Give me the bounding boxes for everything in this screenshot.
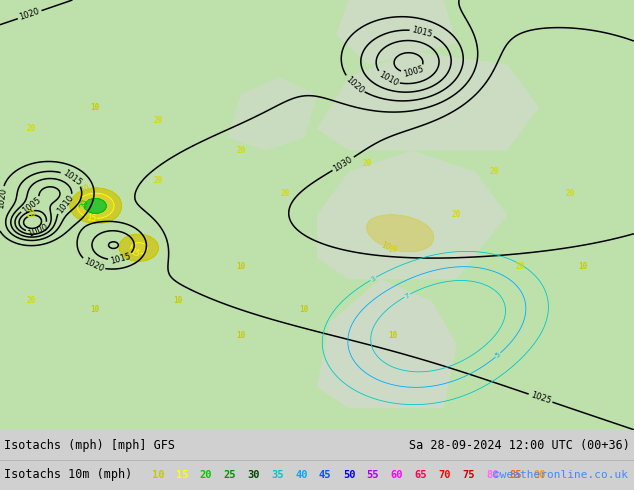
Text: 20: 20 — [200, 470, 212, 480]
Text: 10: 10 — [236, 331, 245, 340]
Text: 50: 50 — [343, 470, 355, 480]
Text: 60: 60 — [391, 470, 403, 480]
Text: 5: 5 — [495, 351, 501, 359]
Text: 1030: 1030 — [332, 154, 354, 173]
Text: Isotachs (mph) [mph] GFS: Isotachs (mph) [mph] GFS — [4, 440, 175, 452]
Text: 1010: 1010 — [377, 70, 399, 88]
Text: Isotachs 10m (mph): Isotachs 10m (mph) — [4, 468, 133, 482]
Text: 45: 45 — [319, 470, 332, 480]
Text: 65: 65 — [415, 470, 427, 480]
Text: 10: 10 — [91, 305, 100, 314]
Polygon shape — [228, 77, 317, 150]
Polygon shape — [336, 0, 456, 65]
Text: 1015: 1015 — [61, 168, 83, 187]
Text: 1015: 1015 — [411, 25, 433, 39]
Text: 10: 10 — [236, 262, 245, 271]
Text: 10: 10 — [91, 103, 100, 112]
Text: 75: 75 — [462, 470, 475, 480]
Text: 20: 20 — [389, 245, 398, 254]
Polygon shape — [317, 150, 507, 279]
Polygon shape — [317, 279, 456, 408]
Text: 30: 30 — [247, 470, 260, 480]
Text: 1020: 1020 — [82, 257, 105, 274]
Text: 20: 20 — [566, 189, 575, 198]
Text: ©weatheronline.co.uk: ©weatheronline.co.uk — [493, 470, 628, 480]
Text: 20: 20 — [154, 176, 163, 185]
Text: 1010: 1010 — [56, 194, 75, 216]
Text: 20: 20 — [79, 198, 91, 210]
Text: 1005: 1005 — [402, 65, 425, 79]
Text: 55: 55 — [366, 470, 379, 480]
Text: 10: 10 — [152, 470, 164, 480]
Text: 80: 80 — [486, 470, 498, 480]
Text: 20: 20 — [281, 189, 290, 198]
Polygon shape — [317, 51, 539, 150]
Text: Sa 28-09-2024 12:00 UTC (00+36): Sa 28-09-2024 12:00 UTC (00+36) — [409, 440, 630, 452]
Text: 1015: 1015 — [109, 251, 132, 266]
Text: 1005: 1005 — [21, 196, 43, 216]
Text: 40: 40 — [295, 470, 307, 480]
Text: 20: 20 — [363, 159, 372, 168]
Text: 85: 85 — [510, 470, 522, 480]
Text: 25: 25 — [223, 470, 236, 480]
Text: 1020: 1020 — [18, 7, 41, 22]
Text: 20: 20 — [27, 210, 36, 220]
Text: 20: 20 — [154, 116, 163, 125]
Text: 20: 20 — [27, 296, 36, 305]
Text: 1020: 1020 — [0, 187, 8, 209]
Text: 15: 15 — [86, 213, 97, 223]
Text: 20: 20 — [236, 146, 245, 155]
Text: 10: 10 — [380, 241, 392, 253]
Text: 20: 20 — [27, 124, 36, 133]
Text: 10: 10 — [117, 249, 129, 263]
Text: 20: 20 — [515, 262, 524, 271]
Text: 10: 10 — [173, 296, 182, 305]
Text: 15: 15 — [128, 247, 141, 259]
Text: 35: 35 — [271, 470, 283, 480]
Text: 10: 10 — [389, 331, 398, 340]
Text: 7: 7 — [404, 292, 411, 299]
Text: 15: 15 — [176, 470, 188, 480]
Text: 1025: 1025 — [529, 391, 552, 406]
Text: 70: 70 — [438, 470, 451, 480]
Text: 3: 3 — [370, 275, 377, 283]
Text: 10: 10 — [300, 305, 309, 314]
Text: 1000: 1000 — [27, 222, 49, 239]
Text: 20: 20 — [452, 210, 461, 220]
Text: 10: 10 — [579, 262, 588, 271]
Text: 20: 20 — [490, 168, 499, 176]
Text: 10: 10 — [79, 184, 91, 196]
Text: 90: 90 — [534, 470, 547, 480]
Text: 1020: 1020 — [344, 74, 365, 95]
